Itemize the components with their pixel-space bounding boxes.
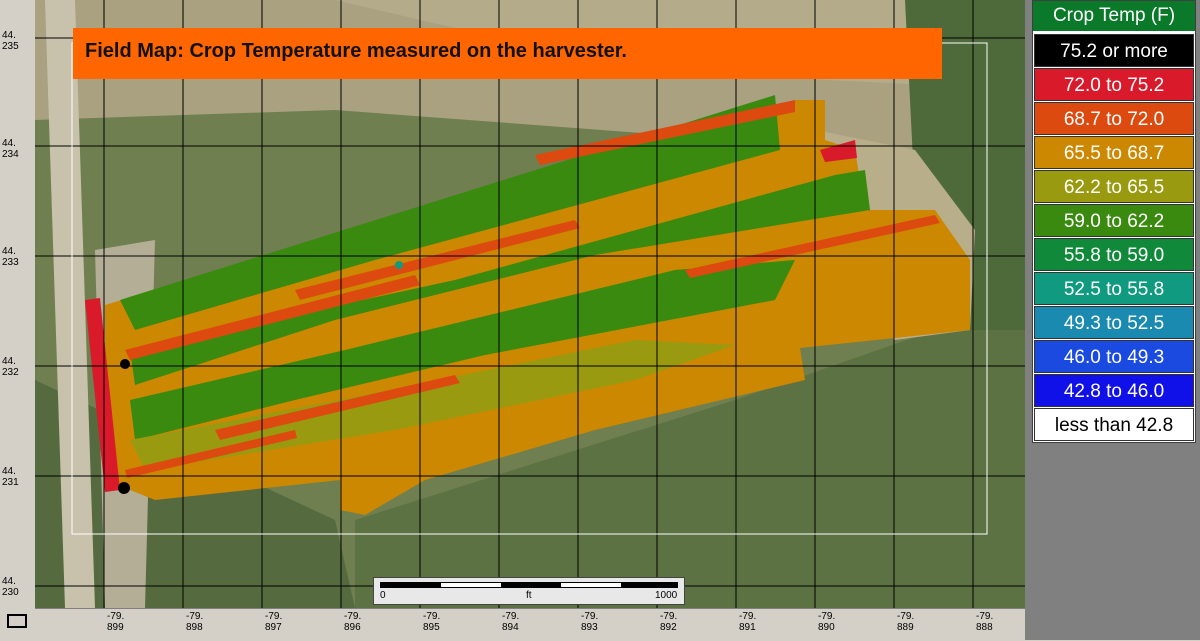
- lon-label: -79. 889: [897, 611, 915, 633]
- scale-bar-track: [380, 582, 678, 588]
- field-map-canvas[interactable]: [35, 0, 1025, 608]
- lat-label: 44. 231: [2, 466, 19, 488]
- longitude-ruler: -79. 899 -79. 898 -79. 897 -79. 896 -79. 895 …: [35, 608, 1025, 641]
- legend-item: 72.0 to 75.2: [1034, 68, 1194, 101]
- field-zone-green: [130, 260, 795, 440]
- scale-segment: [501, 583, 561, 587]
- legend-title: Crop Temp (F): [1033, 1, 1195, 33]
- legend-item: 46.0 to 49.3: [1034, 340, 1194, 373]
- scale-start-label: 0: [380, 590, 386, 601]
- field-zone-green: [120, 95, 780, 330]
- legend-items: 75.2 or more 72.0 to 75.2 68.7 to 72.0 65.5…: [1033, 34, 1195, 441]
- scale-unit-label: ft: [526, 590, 532, 601]
- field-zone-red: [295, 220, 580, 300]
- lat-label: 44. 230: [2, 576, 19, 598]
- legend-item: 75.2 or more: [1034, 34, 1194, 67]
- legend-item: 68.7 to 72.0: [1034, 102, 1194, 135]
- scale-bar: 0 ft 1000: [373, 577, 685, 605]
- field-zone-red: [215, 375, 460, 440]
- coordinate-grid: [35, 0, 1025, 608]
- lon-label: -79. 896: [344, 611, 362, 633]
- map-title-banner: Field Map: Crop Temperature measured on …: [73, 28, 942, 79]
- legend-item: 62.2 to 65.5: [1034, 170, 1194, 203]
- legend-item: 55.8 to 59.0: [1034, 238, 1194, 271]
- field-zone-red: [535, 100, 795, 165]
- map-title: Field Map: Crop Temperature measured on …: [85, 40, 627, 62]
- latitude-ruler: 44. 235 44. 234 44. 233 44. 232 44. 231 44. 23…: [0, 0, 36, 608]
- satellite-map: [35, 0, 1025, 608]
- legend-item: less than 42.8: [1034, 408, 1194, 441]
- lon-label: -79. 898: [186, 611, 204, 633]
- lon-label: -79. 890: [818, 611, 836, 633]
- legend-item: 65.5 to 68.7: [1034, 136, 1194, 169]
- lon-label: -79. 892: [660, 611, 678, 633]
- legend-item: 49.3 to 52.5: [1034, 306, 1194, 339]
- legend-item: 42.8 to 46.0: [1034, 374, 1194, 407]
- scale-end-label: 1000: [655, 590, 678, 601]
- temperature-legend: Crop Temp (F) 75.2 or more 72.0 to 75.2 68…: [1032, 0, 1196, 443]
- field-zone-red: [85, 298, 120, 492]
- lon-label: -79. 891: [739, 611, 757, 633]
- view-toggle-button[interactable]: [0, 608, 35, 640]
- lat-label: 44. 235: [2, 30, 19, 52]
- legend-panel: Crop Temp (F) 75.2 or more 72.0 to 75.2 68…: [1025, 0, 1200, 640]
- scale-segment: [621, 583, 677, 587]
- lon-label: -79. 888: [976, 611, 994, 633]
- legend-item: 59.0 to 62.2: [1034, 204, 1194, 237]
- field-zone-red: [685, 215, 940, 278]
- lat-label: 44. 232: [2, 356, 19, 378]
- scale-segment: [381, 583, 441, 587]
- field-zone-red: [125, 275, 420, 360]
- lon-label: -79. 894: [502, 611, 520, 633]
- lon-label: -79. 897: [265, 611, 283, 633]
- lon-label: -79. 893: [581, 611, 599, 633]
- lon-label: -79. 899: [107, 611, 125, 633]
- lat-label: 44. 234: [2, 138, 19, 160]
- field-zone-red: [125, 430, 297, 478]
- lon-label: -79. 895: [423, 611, 441, 633]
- legend-item: 52.5 to 55.8: [1034, 272, 1194, 305]
- lat-label: 44. 233: [2, 246, 19, 268]
- field-zone-green: [130, 170, 870, 385]
- window-icon: [7, 614, 27, 628]
